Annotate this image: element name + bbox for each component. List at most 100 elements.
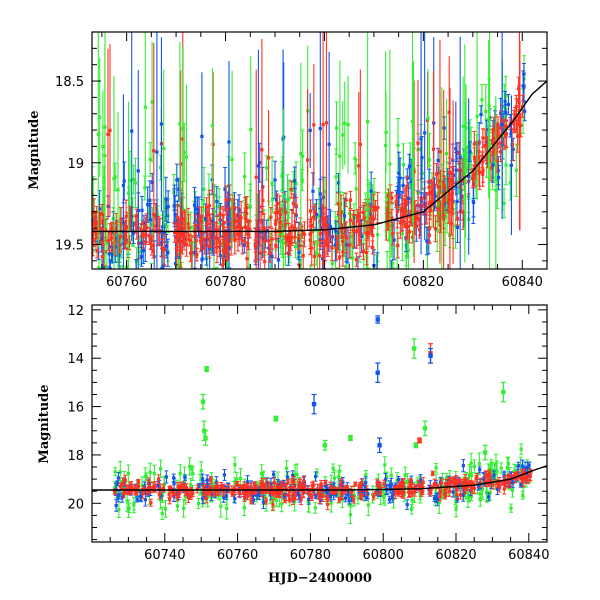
data-point (198, 239, 203, 243)
data-point (164, 206, 169, 210)
data-point (380, 489, 384, 493)
x-tick-label: 60820 (403, 275, 444, 290)
data-point (366, 120, 370, 124)
data-point (400, 232, 404, 236)
data-point (356, 274, 359, 277)
data-point (494, 188, 498, 192)
data-point (175, 178, 179, 182)
data-point (144, 475, 148, 479)
data-point (177, 275, 180, 278)
data-point (503, 99, 507, 104)
data-point (166, 251, 170, 255)
data-point (202, 494, 206, 499)
data-point (514, 104, 518, 109)
data-point (124, 214, 128, 218)
data-point (132, 502, 136, 506)
data-point (466, 494, 471, 498)
data-point (435, 205, 439, 209)
data-point (280, 240, 285, 244)
data-point (232, 221, 236, 225)
data-point (369, 227, 373, 231)
data-point (148, 198, 152, 202)
data-point (141, 233, 146, 237)
data-point (424, 212, 428, 216)
data-point (426, 116, 430, 120)
data-point (512, 469, 516, 474)
data-point (321, 257, 325, 261)
data-point (406, 248, 411, 252)
data-point (427, 185, 431, 190)
data-point (358, 222, 362, 226)
data-point (327, 142, 331, 146)
data-point (222, 233, 226, 238)
data-point (386, 275, 389, 278)
data-point (202, 187, 206, 191)
data-point (471, 176, 475, 181)
data-point (199, 236, 203, 240)
data-point (100, 279, 103, 282)
data-point (375, 281, 378, 284)
data-point (288, 239, 292, 244)
data-point (312, 215, 316, 219)
data-point (440, 490, 444, 494)
data-point (313, 506, 317, 510)
data-point (175, 504, 180, 508)
data-point (266, 156, 271, 160)
data-point (139, 228, 143, 232)
data-point (451, 180, 455, 184)
data-point (368, 204, 372, 209)
data-point (126, 507, 131, 511)
data-point (175, 215, 180, 220)
data-point (147, 234, 151, 238)
data-point (144, 226, 149, 230)
data-point (305, 158, 310, 162)
data-point (97, 266, 101, 269)
data-point (323, 223, 328, 227)
data-point (277, 293, 280, 296)
data-point (187, 226, 191, 230)
data-point (154, 215, 158, 219)
data-point (113, 175, 117, 179)
data-point (338, 255, 342, 259)
data-point (228, 223, 232, 227)
data-point (490, 470, 494, 474)
data-point (290, 236, 294, 240)
data-point (239, 293, 242, 296)
top-y-axis-label: Magnitude (27, 110, 42, 189)
data-point (371, 492, 375, 497)
data-point (173, 262, 178, 266)
data-point (389, 235, 393, 239)
data-point (443, 190, 447, 194)
data-point (385, 214, 389, 218)
data-point (480, 488, 484, 492)
data-point (251, 494, 255, 498)
data-point (341, 250, 345, 254)
data-point (311, 189, 315, 193)
bottom-plot-area (92, 315, 547, 524)
data-point (130, 129, 134, 133)
data-point (273, 178, 277, 182)
data-point (109, 236, 113, 240)
data-point (293, 472, 297, 476)
data-point (233, 497, 237, 501)
data-point (102, 176, 106, 180)
data-point (330, 261, 334, 266)
data-point (159, 122, 164, 126)
data-point (419, 478, 423, 482)
data-point (159, 467, 163, 471)
data-point (504, 132, 509, 136)
data-point (95, 220, 99, 225)
data-point (186, 222, 190, 226)
data-point (477, 462, 481, 466)
data-point (92, 238, 96, 242)
data-point (236, 219, 240, 223)
data-point (364, 473, 368, 477)
data-point (152, 149, 156, 153)
data-point (442, 181, 446, 186)
data-point (103, 153, 107, 158)
data-point (505, 466, 509, 470)
data-point (522, 85, 526, 89)
data-point (270, 254, 274, 259)
data-point (397, 193, 401, 198)
data-point (267, 239, 271, 243)
